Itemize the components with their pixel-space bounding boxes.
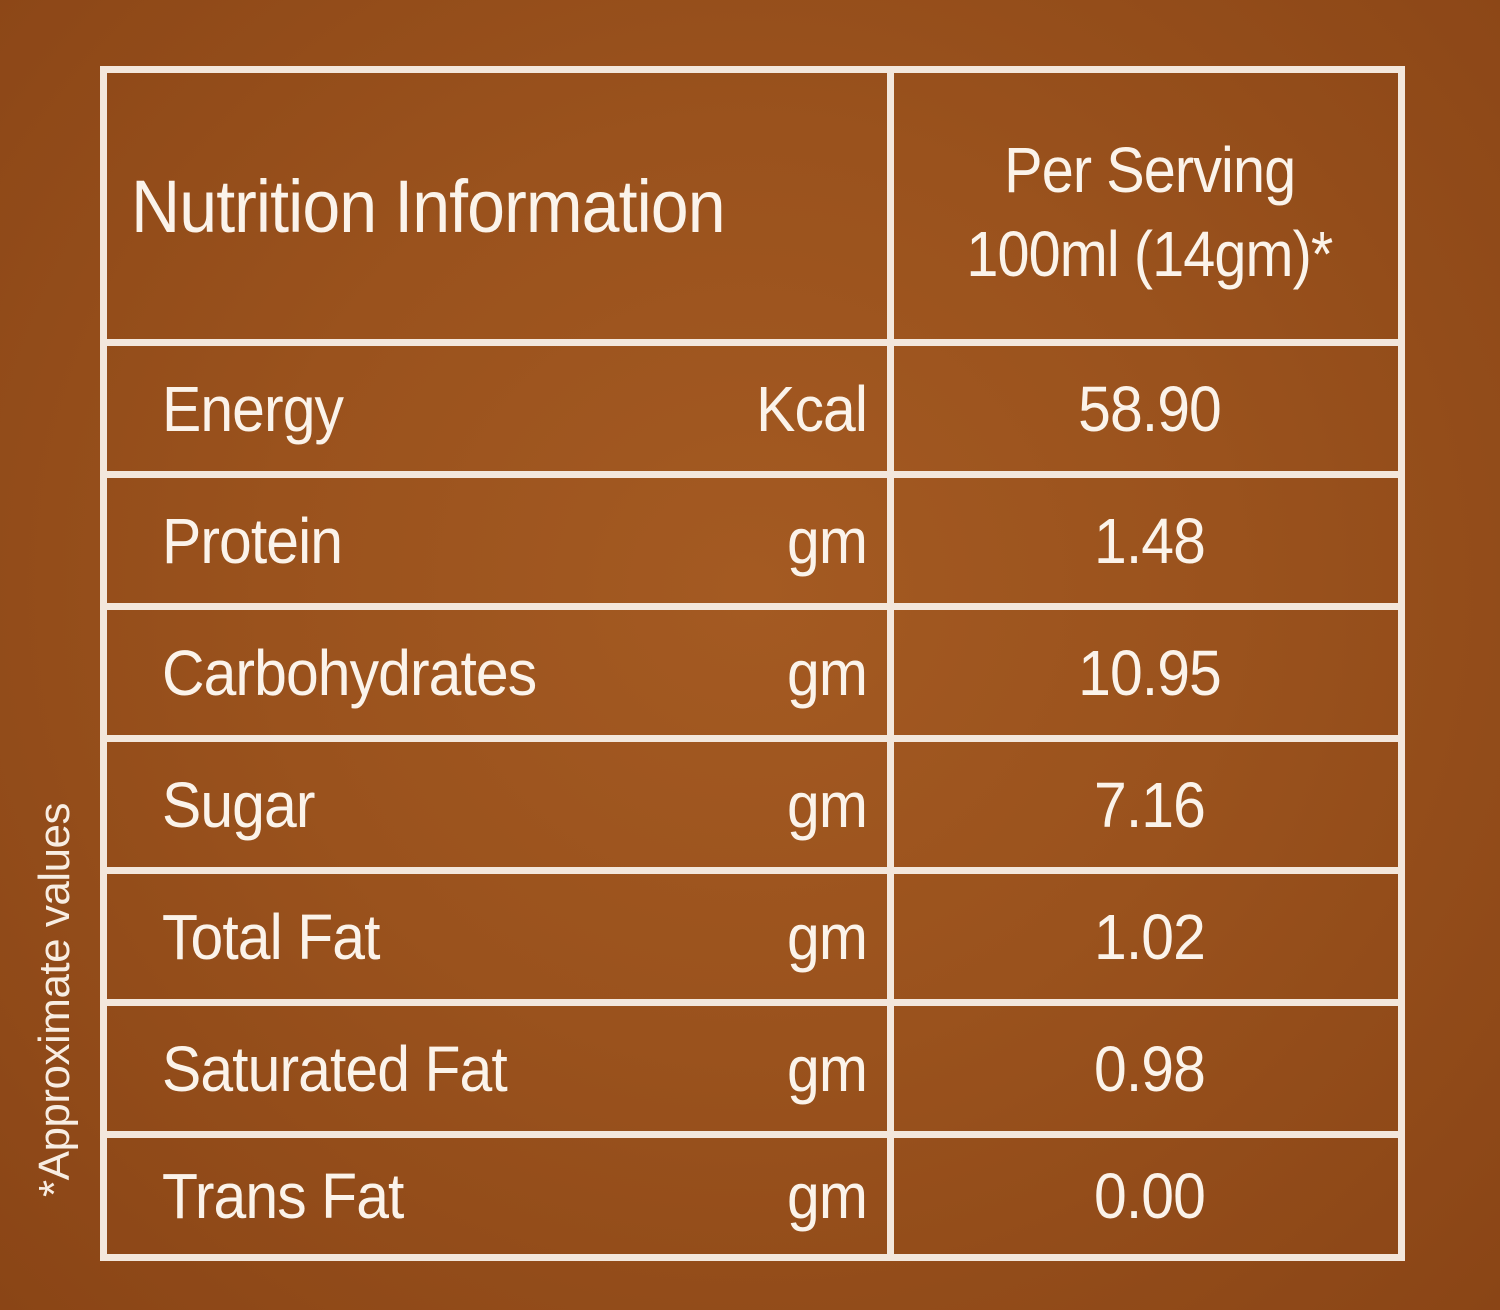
nutrient-value: 0.98 [1094,1032,1206,1105]
nutrient-unit: gm [787,768,868,841]
approximate-values-note: *Approximate values [30,802,79,1198]
row-divider [107,339,1398,346]
nutrient-unit: gm [787,1032,868,1105]
serving-label: Per Serving [1003,133,1296,206]
serving-amount: 100ml (14gm)* [966,218,1333,290]
nutrient-name: Protein [162,504,343,577]
nutrient-unit: gm [787,504,868,577]
row-divider [107,999,1398,1006]
nutrient-name: Sugar [162,768,315,841]
nutrient-name: Saturated Fat [162,1032,508,1105]
nutrient-unit: gm [787,636,868,709]
nutrient-value: 0.00 [1094,1160,1206,1232]
nutrient-name: Energy [162,372,344,445]
nutrient-name: Total Fat [162,900,380,973]
nutrient-name: Trans Fat [162,1160,404,1232]
nutrition-table: Nutrition Information Per Serving 100ml … [100,66,1405,1261]
row-divider [107,603,1398,610]
nutrient-unit: gm [787,1160,868,1232]
row-divider [107,471,1398,478]
nutrient-value: 58.90 [1078,372,1222,445]
nutrient-unit: Kcal [756,372,868,445]
row-divider [107,735,1398,742]
row-divider [107,1131,1398,1138]
serving-size-header: Per Serving 100ml (14gm)* [894,134,1405,290]
row-divider [107,867,1398,874]
nutrient-unit: gm [787,900,868,973]
column-divider [887,73,894,1254]
nutrient-name: Carbohydrates [162,636,537,709]
table-title: Nutrition Information [131,164,726,248]
nutrient-value: 1.48 [1094,504,1206,577]
nutrient-value: 7.16 [1094,768,1206,841]
nutrient-value: 10.95 [1078,636,1222,709]
nutrient-value: 1.02 [1094,900,1206,973]
